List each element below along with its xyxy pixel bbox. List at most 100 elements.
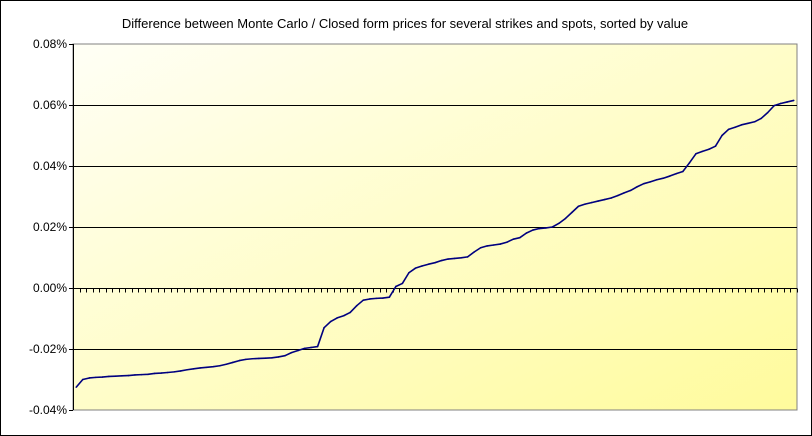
data-point-21	[212, 365, 215, 368]
data-point-103	[747, 122, 749, 125]
data-point-26	[245, 358, 247, 361]
data-point-102	[740, 124, 743, 126]
data-point-44	[362, 299, 365, 302]
x-axis-ticks	[73, 288, 798, 293]
data-point-98	[714, 145, 717, 147]
data-point-53	[421, 265, 423, 267]
data-point-90	[662, 177, 665, 179]
data-point-65	[499, 243, 502, 245]
data-point-104	[753, 120, 756, 123]
data-point-64	[492, 244, 495, 246]
data-point-39	[329, 320, 332, 323]
data-point-85	[629, 189, 632, 192]
data-point-105	[760, 117, 762, 120]
data-point-63	[486, 245, 488, 247]
data-point-33	[290, 351, 293, 354]
axes	[73, 44, 797, 410]
data-point-2	[88, 377, 91, 379]
data-point-27	[251, 357, 254, 360]
data-point-43	[355, 304, 358, 307]
data-point-83	[616, 194, 619, 197]
data-point-110	[792, 99, 795, 102]
data-point-87	[642, 182, 645, 185]
data-point-59	[460, 257, 462, 259]
data-point-23	[225, 363, 228, 366]
data-point-51	[408, 271, 410, 274]
y-tick-label-4: 0.04%	[33, 159, 67, 173]
data-point-14	[166, 371, 169, 374]
y-axis-tick-labels: -0.04% -0.02% 0.00% 0.02% 0.04% 0.06% 0.08%	[29, 37, 67, 417]
data-point-7	[121, 375, 123, 377]
data-point-100	[727, 128, 730, 131]
data-point-49	[395, 285, 397, 288]
data-point-95	[695, 153, 697, 155]
data-point-58	[453, 257, 456, 260]
data-point-48	[388, 296, 391, 298]
data-point-16	[179, 370, 182, 372]
data-point-69	[525, 232, 528, 234]
data-point-30	[271, 357, 273, 359]
data-point-13	[160, 372, 162, 374]
data-point-35	[303, 347, 306, 350]
data-point-5	[108, 375, 110, 378]
data-point-36	[310, 346, 312, 349]
data-point-79	[590, 201, 593, 204]
data-point-93	[682, 170, 684, 173]
data-point-96	[701, 150, 704, 153]
data-point-97	[708, 148, 710, 151]
data-point-91	[669, 175, 671, 177]
data-point-4	[101, 376, 104, 378]
data-point-9	[134, 374, 136, 376]
data-point-61	[473, 251, 475, 253]
chart-title: Difference between Monte Carlo / Closed …	[122, 16, 688, 31]
data-point-6	[114, 375, 117, 377]
data-point-73	[551, 226, 554, 228]
data-point-75	[564, 217, 567, 220]
data-point-74	[558, 222, 560, 225]
data-point-108	[779, 102, 782, 105]
data-point-29	[264, 357, 267, 359]
data-point-17	[186, 368, 188, 371]
data-point-72	[545, 227, 547, 229]
data-point-80	[597, 200, 599, 202]
data-point-18	[192, 368, 195, 370]
data-point-12	[153, 372, 156, 375]
y-tick-label-5: 0.06%	[33, 98, 67, 112]
data-point-76	[571, 211, 573, 214]
data-point-107	[773, 104, 775, 107]
data-point-25	[238, 359, 241, 362]
data-point-15	[173, 371, 175, 373]
data-point-11	[147, 373, 149, 376]
data-point-77	[577, 205, 580, 208]
data-point-62	[479, 246, 482, 249]
data-point-67	[512, 238, 515, 240]
data-point-86	[636, 185, 638, 188]
y-tick-label-1: -0.02%	[29, 342, 67, 356]
data-point-84	[623, 192, 625, 194]
data-point-0	[75, 386, 78, 388]
data-point-38	[323, 326, 325, 329]
data-point-109	[786, 101, 789, 103]
data-point-10	[140, 373, 143, 376]
y-tick-label-2: 0.00%	[33, 281, 67, 295]
data-point-99	[721, 134, 723, 137]
data-point-78	[584, 203, 586, 205]
data-point-40	[336, 317, 338, 319]
data-point-1	[81, 378, 84, 381]
data-point-34	[297, 349, 299, 352]
data-point-47	[382, 297, 384, 299]
y-tick-label-0: -0.04%	[29, 403, 67, 417]
data-point-60	[466, 256, 469, 258]
data-point-94	[688, 162, 691, 164]
data-point-46	[375, 297, 378, 300]
data-point-68	[518, 236, 521, 239]
data-point-31	[277, 356, 280, 358]
data-point-70	[532, 229, 534, 231]
data-point-20	[205, 366, 208, 369]
data-point-45	[368, 298, 371, 300]
data-point-28	[258, 357, 260, 360]
data-point-89	[655, 178, 658, 181]
y-tick-label-6: 0.08%	[33, 37, 67, 51]
